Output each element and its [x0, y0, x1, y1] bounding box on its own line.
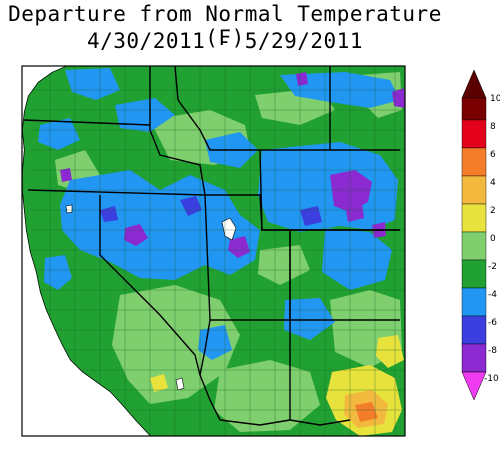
legend-tick: 0 [490, 234, 496, 244]
legend-tick: 10 [490, 94, 500, 104]
legend-bin-8-10 [461, 97, 487, 121]
legend-tick: -8 [488, 346, 497, 356]
legend-tick: -6 [488, 318, 497, 328]
legend-tick: -4 [488, 290, 497, 300]
map-title: Departure from Normal Temperature (F) [8, 2, 442, 50]
legend-bin-minus8-minus6 [461, 315, 487, 345]
color-legend: 10 8 6 4 2 0 -2 -4 -6 -8 -10 [461, 69, 500, 401]
temperature-field [22, 66, 405, 436]
map-frame [21, 65, 406, 437]
legend-bin-minus6-minus4 [461, 287, 487, 317]
legend-tick: 4 [490, 178, 496, 188]
legend-bin-minus10-minus8 [461, 343, 487, 373]
legend-bin-2-4 [461, 175, 487, 205]
legend-tick: 2 [490, 206, 496, 216]
legend-bin-6-8 [461, 119, 487, 149]
legend-bottom-arrow [461, 371, 487, 401]
legend-top-arrow [461, 69, 487, 99]
legend-bin-0-2 [461, 203, 487, 233]
date-range-subtitle: 4/30/2011 - 5/29/2011 [86, 29, 363, 53]
legend-bin-minus4-minus2 [461, 259, 487, 289]
legend-tick: 8 [490, 122, 496, 132]
legend-tick: -2 [488, 262, 497, 272]
legend-tick: -10 [484, 374, 499, 384]
legend-bin-minus2-0 [461, 231, 487, 261]
legend-bin-4-6 [461, 147, 487, 177]
legend-tick: 6 [490, 150, 496, 160]
